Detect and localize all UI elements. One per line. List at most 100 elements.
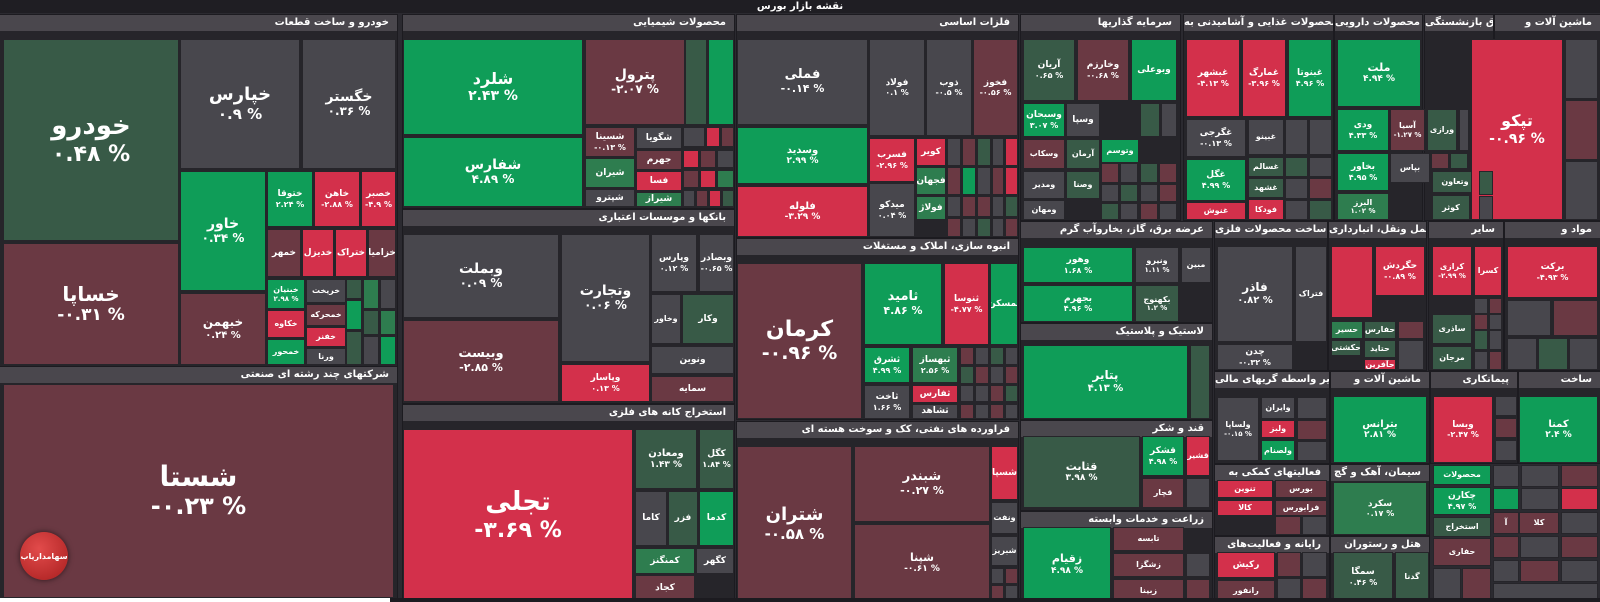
stock-tile[interactable]: [1520, 536, 1559, 558]
stock-tile[interactable]: تابسه: [1113, 527, 1184, 551]
stock-tile[interactable]: فجهان: [916, 167, 946, 195]
stock-tile[interactable]: [380, 310, 396, 335]
stock-tile[interactable]: [1489, 314, 1502, 330]
stock-tile[interactable]: خساپا -٠.٣١ %: [3, 243, 179, 365]
stock-tile[interactable]: [975, 404, 989, 419]
stock-tile[interactable]: [1489, 298, 1502, 314]
stock-tile[interactable]: [962, 138, 976, 166]
stock-tile[interactable]: فولاد ٠.١ %: [869, 39, 925, 136]
stock-tile[interactable]: ومدیر: [1023, 171, 1065, 199]
stock-tile[interactable]: خبنیان ٢.٩٨ %: [267, 279, 305, 309]
stock-tile[interactable]: آریان ٠.۶۵ %: [1023, 39, 1075, 101]
stock-tile[interactable]: [990, 404, 1004, 419]
stock-tile[interactable]: خزامیا: [368, 229, 396, 277]
stock-tile[interactable]: پترول -٢.٠٧ %: [585, 39, 685, 125]
stock-tile[interactable]: بترانس ٢.٨١ %: [1333, 396, 1427, 463]
stock-tile[interactable]: [1005, 568, 1018, 584]
stock-tile[interactable]: خصبر -۴.٩ %: [361, 171, 396, 227]
stock-tile[interactable]: [1479, 196, 1493, 220]
stock-tile[interactable]: غبنوتا ۴.٩۶ %: [1288, 39, 1332, 117]
stock-tile[interactable]: [1493, 488, 1519, 510]
stock-tile[interactable]: وبسا -٢.۴٧ %: [1433, 396, 1493, 463]
stock-tile[interactable]: [1186, 478, 1210, 508]
stock-tile[interactable]: [1120, 184, 1138, 202]
stock-tile[interactable]: کگهر: [696, 548, 734, 574]
stock-tile[interactable]: تپکو -٠.٩۶ %: [1471, 39, 1563, 220]
stock-tile[interactable]: سمگا ٠.۴۶ %: [1333, 552, 1393, 602]
stock-tile[interactable]: [722, 190, 734, 207]
stock-tile[interactable]: فسرب -٢.٩۶ %: [869, 138, 915, 182]
stock-tile[interactable]: حگردش -٠.٨٩ %: [1375, 246, 1425, 296]
stock-tile[interactable]: [1285, 178, 1308, 199]
stock-tile[interactable]: قشکر ۴.٩٨ %: [1142, 436, 1184, 476]
stock-tile[interactable]: خمحور: [267, 339, 305, 365]
stock-tile[interactable]: [1186, 553, 1210, 577]
stock-tile[interactable]: [706, 127, 720, 147]
stock-tile[interactable]: غبشهر -۴.١٣ %: [1186, 39, 1240, 117]
stock-tile[interactable]: [1398, 340, 1424, 370]
stock-tile[interactable]: چکارن ۴.٩٧ %: [1433, 487, 1491, 515]
stock-tile[interactable]: غمارگ -٣.٩۶ %: [1242, 39, 1286, 117]
stock-tile[interactable]: ذوب -٠.۵ %: [926, 39, 972, 136]
stock-tile[interactable]: وسپا: [1066, 103, 1100, 137]
stock-tile[interactable]: [1561, 488, 1598, 510]
stock-tile[interactable]: خکاوه: [267, 310, 305, 338]
stock-tile[interactable]: [1297, 441, 1327, 461]
stock-tile[interactable]: مبین: [1181, 247, 1211, 283]
stock-tile[interactable]: [1005, 167, 1018, 195]
stock-tile[interactable]: [1005, 218, 1018, 237]
stock-tile[interactable]: زقیام ۴.٩٨ %: [1023, 527, 1111, 602]
stock-tile[interactable]: [977, 196, 991, 217]
stock-tile[interactable]: بکهنوج ١.٢ %: [1135, 285, 1179, 322]
stock-tile[interactable]: البرز ١.٠٢ %: [1337, 193, 1389, 220]
stock-tile[interactable]: [1101, 163, 1119, 183]
stock-tile[interactable]: [1120, 163, 1138, 183]
stock-tile[interactable]: [1190, 345, 1210, 419]
stock-tile[interactable]: غگل ۴.٩٩ %: [1186, 159, 1246, 201]
stock-tile[interactable]: [380, 279, 396, 309]
stock-tile[interactable]: فودکا: [1248, 199, 1284, 220]
stock-tile[interactable]: [683, 150, 699, 168]
stock-tile[interactable]: [1140, 163, 1158, 183]
stock-tile[interactable]: ساذری: [1432, 314, 1472, 344]
stock-tile[interactable]: میدکو ٠.٠۴ %: [869, 183, 915, 237]
stock-tile[interactable]: [685, 39, 707, 125]
stock-tile[interactable]: [1159, 184, 1177, 202]
stock-tile[interactable]: [1302, 552, 1327, 577]
stock-tile[interactable]: [1285, 157, 1308, 177]
stock-tile[interactable]: غشهد: [1248, 178, 1284, 198]
stock-tile[interactable]: [1140, 184, 1158, 202]
stock-tile[interactable]: آسیا -١.٢٧ %: [1390, 109, 1425, 151]
stock-tile[interactable]: شتران -٠.۵٨ %: [737, 446, 852, 602]
stock-tile[interactable]: [1493, 536, 1519, 558]
stock-tile[interactable]: [1101, 184, 1119, 202]
stock-tile[interactable]: فتراک: [1295, 246, 1327, 342]
stock-tile[interactable]: شیران: [585, 158, 635, 188]
stock-tile[interactable]: [977, 167, 991, 195]
stock-tile[interactable]: [1569, 338, 1598, 370]
stock-tile[interactable]: کرازی -٢.٩٩ %: [1432, 246, 1472, 296]
stock-tile[interactable]: بخاور ۴.٩۵ %: [1337, 153, 1389, 191]
stock-tile[interactable]: وسبحان ٣.٠٧ %: [1023, 103, 1065, 137]
stock-tile[interactable]: وسدید ٢.٩٩ %: [737, 127, 868, 184]
stock-tile[interactable]: خودرو ٠.۴٨ %: [3, 39, 179, 241]
stock-tile[interactable]: [1474, 351, 1488, 370]
stock-tile[interactable]: [1277, 552, 1301, 577]
stock-tile[interactable]: جهرم: [636, 150, 682, 170]
stock-tile[interactable]: [1005, 385, 1018, 402]
stock-tile[interactable]: ثبهساز ٢.۵۶ %: [912, 347, 958, 383]
stock-tile[interactable]: [1561, 560, 1598, 582]
stock-tile[interactable]: [1120, 203, 1138, 220]
stock-tile[interactable]: [960, 347, 974, 365]
stock-tile[interactable]: سمایه: [651, 376, 734, 402]
stock-tile[interactable]: [962, 196, 976, 217]
stock-tile[interactable]: تنوین: [1217, 480, 1273, 498]
stock-tile[interactable]: [991, 568, 1004, 584]
stock-tile[interactable]: فخوز -٠.۵۶ %: [973, 39, 1018, 136]
stock-tile[interactable]: ومهان: [1023, 200, 1065, 220]
stock-tile[interactable]: [1489, 330, 1502, 350]
stock-tile[interactable]: [1565, 161, 1598, 220]
stock-tile[interactable]: ختراک: [335, 229, 367, 277]
stock-tile[interactable]: [346, 331, 362, 365]
stock-tile[interactable]: حتاید: [1364, 340, 1396, 358]
